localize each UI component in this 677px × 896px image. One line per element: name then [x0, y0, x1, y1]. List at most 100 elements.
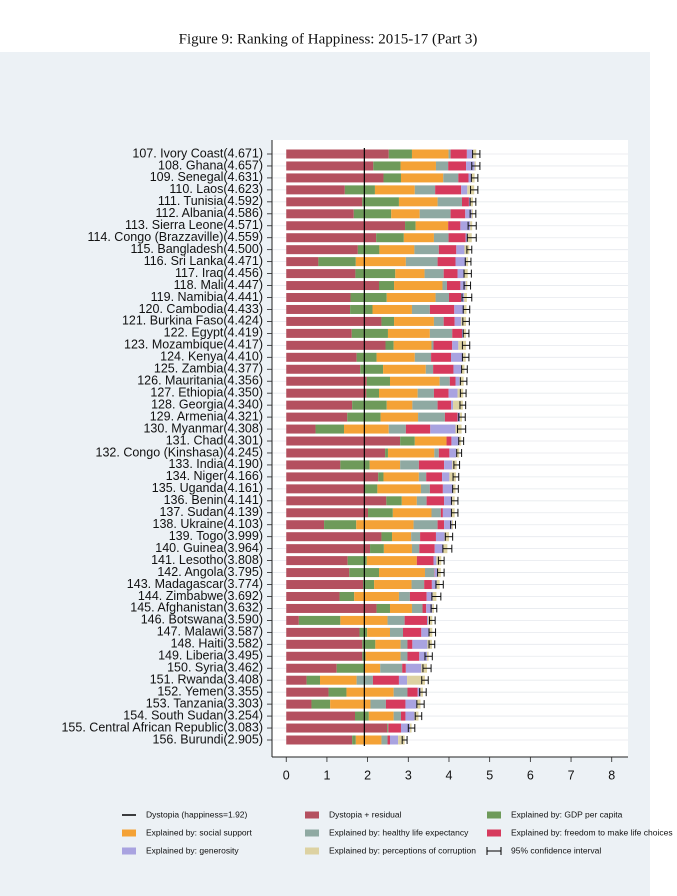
bar-segment — [433, 233, 449, 243]
error-bar — [435, 580, 444, 589]
category-label: 119. Namibia(4.441) — [151, 290, 263, 304]
bar-segment — [286, 364, 361, 374]
bar-segment — [400, 460, 419, 470]
bar-segment — [318, 257, 356, 267]
error-bar — [461, 365, 468, 374]
category-label: 136. Benin(4.141) — [164, 493, 263, 507]
bar-segment — [437, 400, 452, 410]
legend-label: 95% confidence interval — [511, 845, 601, 855]
bar-segment — [298, 615, 341, 625]
bar-segment — [393, 711, 401, 721]
bar-segment — [286, 580, 364, 590]
bar-segment — [398, 591, 410, 601]
category-label: 149. Liberia(3.495) — [158, 649, 263, 663]
bar-segment — [461, 185, 468, 195]
error-bar — [463, 269, 472, 278]
category-label: 109. Senegal(4.631) — [150, 170, 263, 184]
bar-segment — [368, 508, 393, 518]
error-bar — [430, 604, 438, 613]
bar-segment — [418, 472, 427, 482]
bar-segment — [286, 269, 356, 279]
bar-segment — [405, 699, 417, 709]
bar-segment — [415, 221, 449, 231]
bar-segment — [433, 388, 449, 398]
bar-segment — [468, 173, 472, 183]
category-label: 125. Zambia(4.377) — [154, 362, 263, 376]
bar-segment — [370, 544, 384, 554]
category-label: 141. Lesotho(3.808) — [151, 553, 263, 567]
category-label: 145. Afghanistan(3.632) — [130, 601, 263, 615]
bar-segment — [429, 328, 453, 338]
error-bar — [444, 532, 454, 541]
bar-segment — [286, 400, 353, 410]
bar-segment — [435, 185, 462, 195]
bar-segment — [451, 400, 454, 410]
bar-segment — [286, 149, 389, 159]
bar-segment — [387, 448, 435, 458]
bar-segment — [407, 687, 418, 697]
bar-segment — [448, 221, 461, 231]
bar-segment — [443, 173, 459, 183]
bar-segment — [418, 412, 445, 422]
bar-segment — [465, 209, 472, 219]
bar-segment — [419, 651, 428, 661]
bar-segment — [286, 639, 363, 649]
error-bar — [419, 688, 427, 697]
bar-segment — [426, 472, 443, 482]
legend-label: Dystopia + residual — [329, 809, 402, 819]
bar-segment — [364, 663, 381, 673]
bar-segment — [388, 424, 406, 434]
bar-segment — [442, 472, 450, 482]
bar-segment — [437, 520, 445, 530]
bar-segment — [286, 472, 379, 482]
bar-segment — [306, 675, 321, 685]
bar-segment — [286, 388, 367, 398]
bar-segment — [387, 328, 430, 338]
x-tick-label: 2 — [364, 768, 371, 782]
category-label: 112. Albania(4.586) — [156, 206, 264, 220]
bar-segment — [286, 591, 340, 601]
bar-segment — [460, 221, 471, 231]
error-bar — [428, 628, 437, 637]
bar-segment — [449, 376, 456, 386]
bar-segment — [383, 173, 401, 183]
bar-segment — [286, 627, 360, 637]
bar-segment — [411, 544, 420, 554]
bar-segment — [440, 508, 443, 518]
bar-segment — [378, 472, 384, 482]
bar-segment — [401, 496, 417, 506]
bar-segment — [379, 568, 425, 578]
bar-segment — [444, 460, 453, 470]
x-tick-label: 7 — [568, 768, 575, 782]
category-label: 140. Guinea(3.964) — [155, 541, 263, 555]
bar-segment — [446, 436, 452, 446]
bar-segment — [336, 663, 365, 673]
error-bar — [416, 700, 425, 709]
bar-segment — [403, 627, 422, 637]
bar-segment — [429, 484, 443, 494]
bar-segment — [443, 269, 458, 279]
legend-swatch — [305, 847, 319, 855]
bar-segment — [387, 723, 388, 733]
category-label: 151. Rwanda(3.408) — [150, 673, 263, 687]
error-bar — [470, 185, 479, 194]
bar-segment — [392, 508, 432, 518]
bar-segment — [376, 233, 404, 243]
category-label: 142. Angola(3.795) — [157, 565, 263, 579]
bar-segment — [388, 149, 412, 159]
bar-segment — [386, 496, 402, 506]
bar-segment — [448, 161, 467, 171]
bar-segment — [427, 615, 429, 625]
bar-segment — [330, 699, 371, 709]
bar-segment — [426, 591, 433, 601]
bar-segment — [355, 269, 396, 279]
bar-segment — [363, 484, 378, 494]
bar-segment — [394, 316, 434, 326]
bar-segment — [407, 675, 425, 685]
bar-segment — [286, 281, 380, 291]
bar-segment — [424, 269, 444, 279]
bar-segment — [419, 209, 451, 219]
bar-segment — [430, 424, 456, 434]
category-label: 137. Sudan(4.139) — [159, 505, 263, 519]
